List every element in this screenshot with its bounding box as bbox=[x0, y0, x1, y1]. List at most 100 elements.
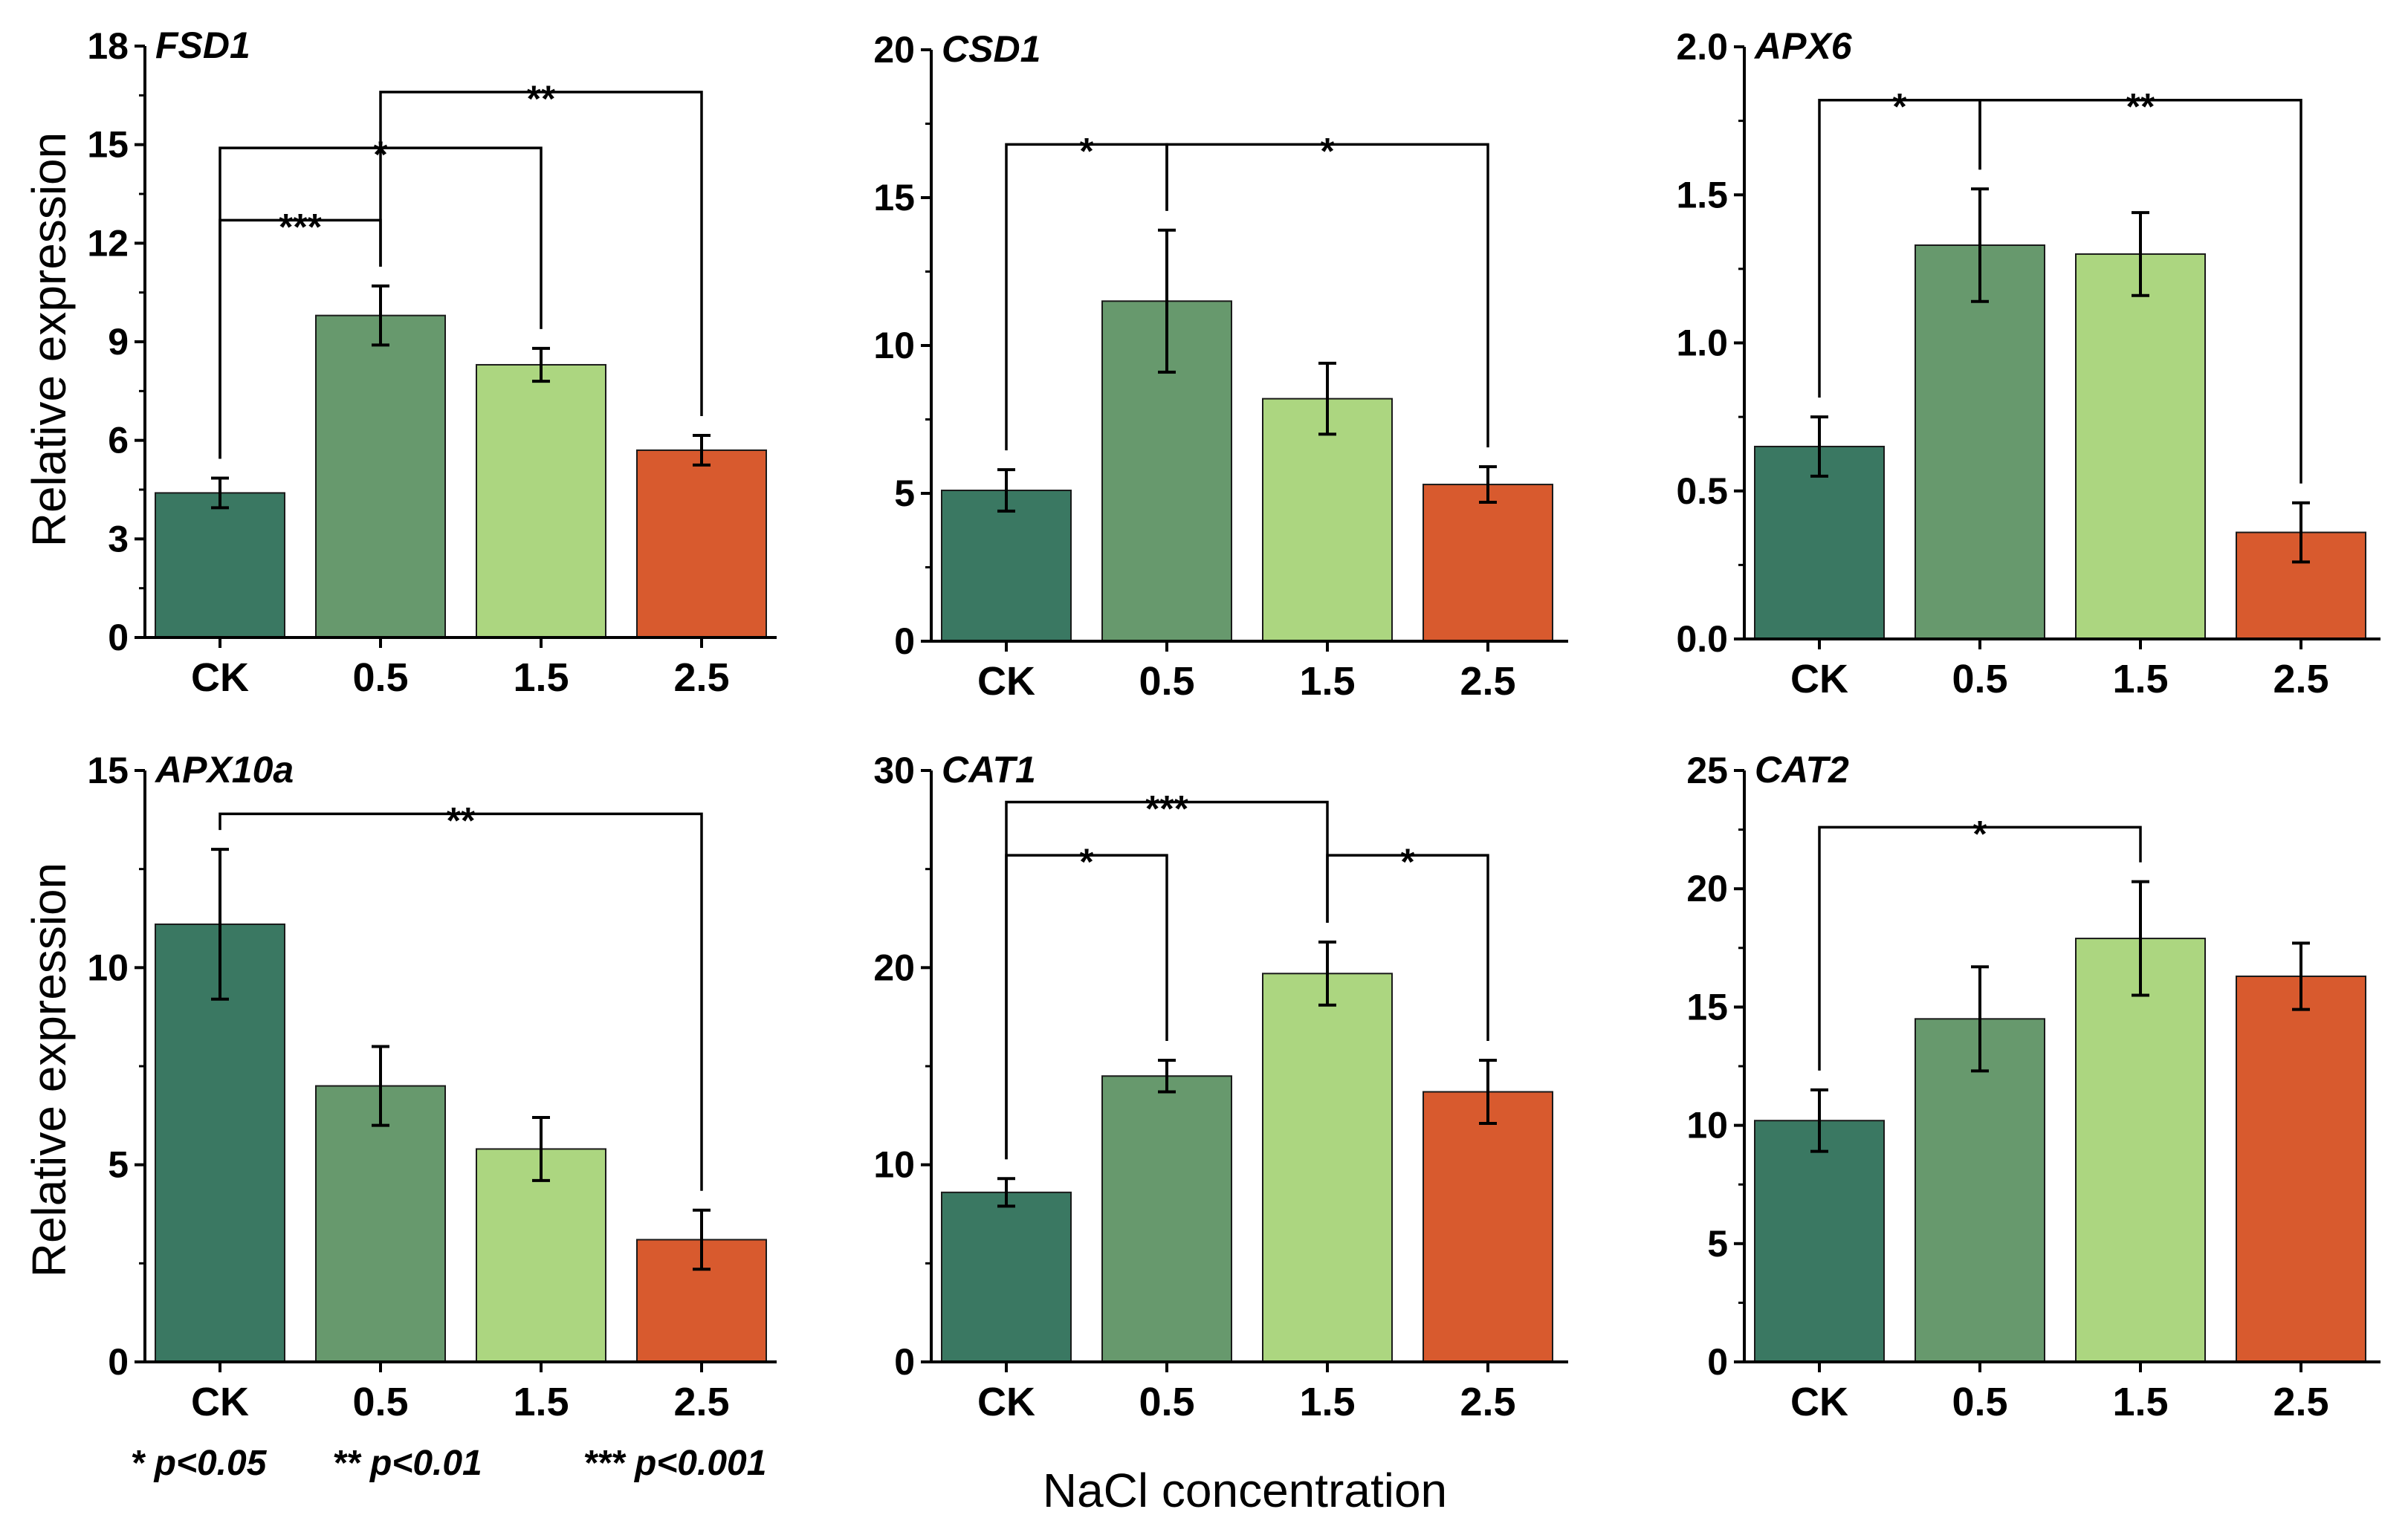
chart-title: APX10a bbox=[154, 749, 294, 791]
x-tick-label-0.5: 0.5 bbox=[1952, 1380, 2007, 1424]
bar-0.5 bbox=[1101, 1075, 1232, 1363]
y-tick-label: 0 bbox=[108, 1341, 129, 1383]
x-tick-label-CK: CK bbox=[977, 659, 1035, 704]
chart-title: CAT1 bbox=[942, 749, 1036, 791]
x-tick-label-2.5: 2.5 bbox=[673, 655, 729, 700]
x-tick-label-2.5: 2.5 bbox=[2273, 657, 2328, 701]
significance-label: ** bbox=[447, 799, 476, 841]
y-tick-label: 0 bbox=[894, 620, 915, 662]
chart-title: APX6 bbox=[1753, 25, 1853, 67]
significance-label: ** bbox=[2126, 86, 2155, 128]
y-tick-label: 30 bbox=[873, 750, 915, 791]
panel-apx10a: ** 0 5 10 15 CK 0.5 1.5 2.5 APX10a bbox=[87, 749, 777, 1424]
legend-note-p001: ** p<0.01 bbox=[332, 1444, 482, 1483]
y-tick-label: 3 bbox=[108, 518, 129, 559]
chart-title: FSD1 bbox=[155, 25, 250, 66]
y-tick-label: 15 bbox=[87, 750, 129, 791]
x-tick-label-0.5: 0.5 bbox=[352, 1380, 408, 1424]
bar-1.5 bbox=[2075, 938, 2206, 1363]
bar-CK bbox=[1754, 445, 1885, 640]
x-axis-label: NaCl concentration bbox=[1043, 1464, 1447, 1517]
significance-bracket bbox=[379, 91, 703, 417]
bar-2.5 bbox=[636, 449, 767, 639]
bar-1.5 bbox=[1262, 398, 1393, 642]
bar-CK bbox=[1754, 1120, 1885, 1363]
bar-2.5 bbox=[2236, 976, 2366, 1363]
x-tick-label-1.5: 1.5 bbox=[2112, 1380, 2168, 1424]
x-tick-label-1.5: 1.5 bbox=[1299, 659, 1355, 704]
x-tick-label-2.5: 2.5 bbox=[2273, 1380, 2328, 1424]
y-tick-label: 15 bbox=[873, 177, 915, 218]
chart-title: CSD1 bbox=[942, 28, 1040, 70]
significance-bracket bbox=[1978, 98, 2302, 484]
x-tick-label-1.5: 1.5 bbox=[513, 655, 569, 700]
bar-0.5 bbox=[1915, 1018, 2045, 1363]
significance-bracket bbox=[1165, 143, 1489, 448]
y-axis-label-bottom: Relative expression bbox=[22, 863, 76, 1278]
bar-0.5 bbox=[315, 1085, 446, 1363]
y-tick-label: 12 bbox=[87, 222, 129, 264]
y-tick-label: 15 bbox=[1686, 986, 1728, 1028]
significance-bracket bbox=[1818, 825, 2142, 1071]
y-tick-label: 0.5 bbox=[1676, 470, 1728, 512]
x-tick-label-0.5: 0.5 bbox=[1139, 659, 1194, 704]
x-tick-label-CK: CK bbox=[1790, 657, 1848, 701]
x-tick-label-2.5: 2.5 bbox=[1460, 659, 1515, 704]
significance-label: *** bbox=[279, 206, 323, 247]
bar-1.5 bbox=[476, 363, 606, 638]
y-tick-label: 10 bbox=[1686, 1105, 1728, 1146]
significance-label: * bbox=[1400, 841, 1415, 883]
significance-label: ** bbox=[527, 78, 556, 120]
y-tick-label: 0 bbox=[108, 617, 129, 658]
bar-CK bbox=[941, 490, 1072, 643]
significance-label: *** bbox=[1145, 788, 1189, 829]
x-tick-label-2.5: 2.5 bbox=[673, 1380, 729, 1424]
significance-bracket bbox=[1326, 854, 1489, 1042]
y-tick-label: 10 bbox=[87, 947, 129, 988]
x-tick-label-CK: CK bbox=[191, 655, 249, 700]
y-tick-label: 5 bbox=[108, 1144, 129, 1186]
y-tick-label: 0.0 bbox=[1676, 618, 1728, 660]
significance-label: * bbox=[1079, 130, 1094, 172]
x-tick-label-0.5: 0.5 bbox=[1952, 657, 2007, 701]
chart-title: CAT2 bbox=[1755, 749, 1849, 791]
y-tick-label: 0 bbox=[1707, 1341, 1728, 1383]
x-tick-label-1.5: 1.5 bbox=[513, 1380, 569, 1424]
bar-CK bbox=[155, 492, 285, 639]
significance-bracket bbox=[219, 812, 703, 1191]
x-tick-label-1.5: 1.5 bbox=[1299, 1380, 1355, 1424]
bar-2.5 bbox=[1423, 1091, 1553, 1363]
y-tick-label: 9 bbox=[108, 321, 129, 363]
bar-1.5 bbox=[2075, 253, 2206, 640]
y-tick-label: 25 bbox=[1686, 750, 1728, 791]
bar-1.5 bbox=[1262, 973, 1393, 1363]
x-tick-label-2.5: 2.5 bbox=[1460, 1380, 1515, 1424]
y-tick-label: 0 bbox=[894, 1341, 915, 1383]
y-tick-label: 1.0 bbox=[1676, 322, 1728, 364]
y-tick-label: 1.5 bbox=[1676, 174, 1728, 215]
y-tick-label: 6 bbox=[108, 420, 129, 461]
y-tick-label: 5 bbox=[1707, 1223, 1728, 1265]
y-tick-label: 2.0 bbox=[1676, 26, 1728, 68]
y-tick-label: 20 bbox=[873, 29, 915, 71]
x-tick-label-0.5: 0.5 bbox=[1139, 1380, 1194, 1424]
bar-2.5 bbox=[1423, 484, 1553, 642]
bar-CK bbox=[941, 1191, 1072, 1363]
legend-note-p005: * p<0.05 bbox=[131, 1444, 268, 1483]
bar-0.5 bbox=[1915, 244, 2045, 640]
panel-csd1: * * 0 5 10 15 20 CK 0.5 1.5 2.5 CSD1 bbox=[873, 28, 1568, 704]
y-tick-label: 18 bbox=[87, 25, 129, 67]
x-tick-label-CK: CK bbox=[977, 1380, 1035, 1424]
y-axis-label-top: Relative expression bbox=[22, 132, 76, 548]
y-tick-label: 20 bbox=[1686, 868, 1728, 909]
y-tick-label: 5 bbox=[894, 473, 915, 514]
y-tick-label: 20 bbox=[873, 947, 915, 988]
significance-label: * bbox=[1892, 86, 1907, 128]
bar-0.5 bbox=[315, 314, 446, 638]
x-tick-label-1.5: 1.5 bbox=[2112, 657, 2168, 701]
x-tick-label-0.5: 0.5 bbox=[352, 655, 408, 700]
